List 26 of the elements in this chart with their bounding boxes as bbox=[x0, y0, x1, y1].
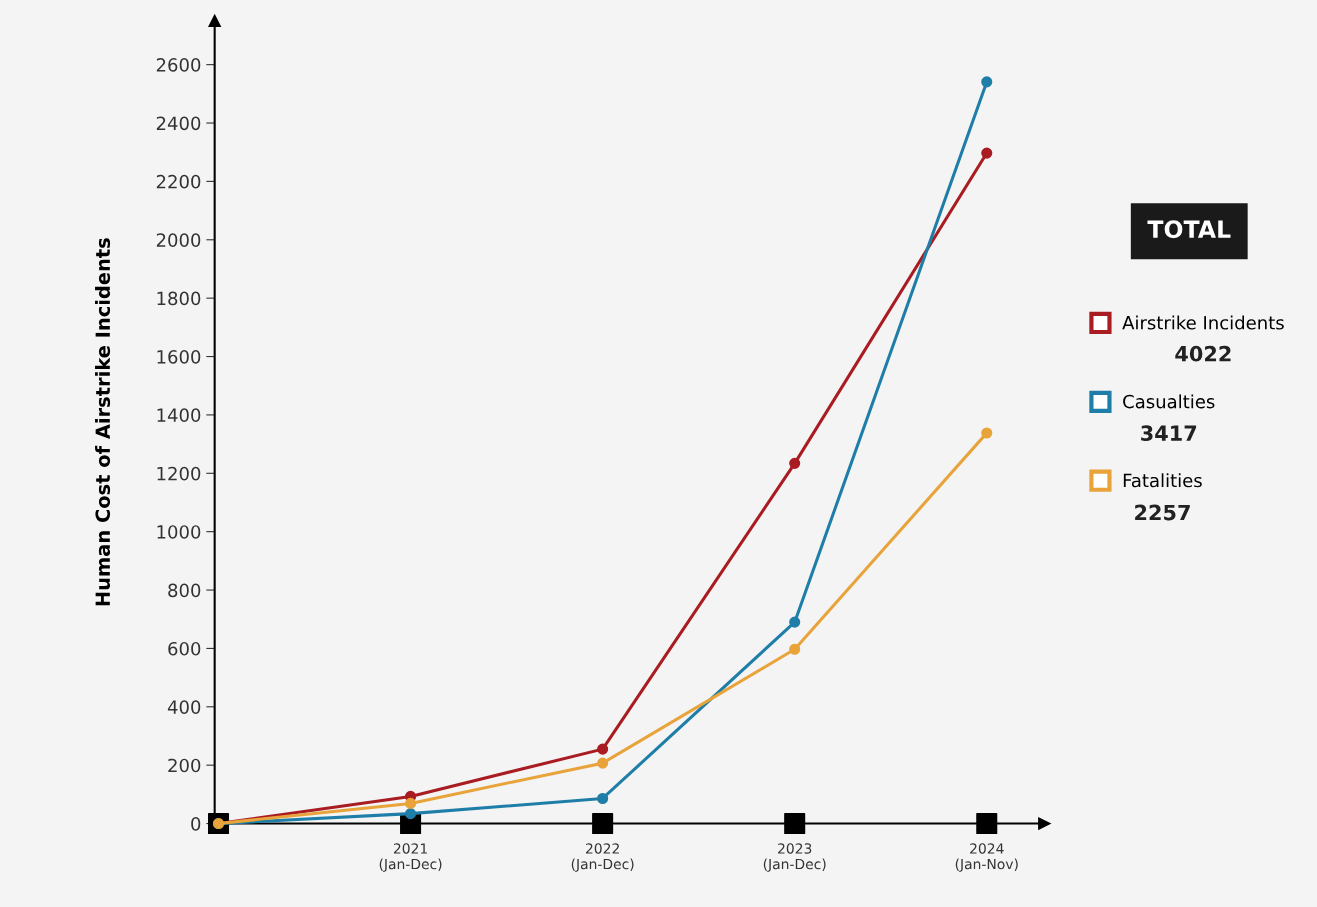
legend-label: Fatalities bbox=[1123, 473, 1202, 488]
y-tick-label: 1200 bbox=[157, 466, 201, 481]
y-tick-label: 2600 bbox=[156, 58, 201, 72]
y-axis-title: Human Cost of Airstrike Incidents bbox=[95, 238, 111, 606]
y-tick-label: 2000 bbox=[156, 233, 201, 247]
y-tick-label: 0 bbox=[191, 817, 201, 831]
text: 4022 bbox=[1175, 345, 1231, 362]
legend-title: TOTAL bbox=[1147, 220, 1231, 239]
y-tick-label: 2200 bbox=[156, 174, 201, 189]
x-tick-label: 2022 (Jan-Dec) bbox=[571, 843, 634, 872]
legend-label: Airstrike Incidents bbox=[1122, 315, 1284, 330]
y-tick-label: 1600 bbox=[157, 349, 201, 364]
y-tick-label: 1400 bbox=[157, 408, 201, 423]
y-tick-label: 1000 bbox=[157, 525, 201, 539]
x-tick-label: 2023 (Jan-Dec) bbox=[763, 843, 826, 872]
y-tick-label: 400 bbox=[167, 700, 201, 714]
y-tick-label: 1800 bbox=[157, 291, 201, 306]
x-tick-label: 2024 (Jan-Nov) bbox=[955, 843, 1018, 872]
text: 3417 bbox=[1141, 425, 1197, 441]
y-tick-label: 2400 bbox=[156, 116, 201, 131]
legend-label: Casualties bbox=[1123, 394, 1215, 409]
y-tick-label: 800 bbox=[168, 583, 201, 598]
y-tick-label: 600 bbox=[168, 641, 201, 656]
text: 2257 bbox=[1135, 504, 1190, 521]
y-tick-label: 200 bbox=[168, 758, 201, 773]
x-tick-label: 2021 (Jan-Dec) bbox=[379, 843, 442, 872]
